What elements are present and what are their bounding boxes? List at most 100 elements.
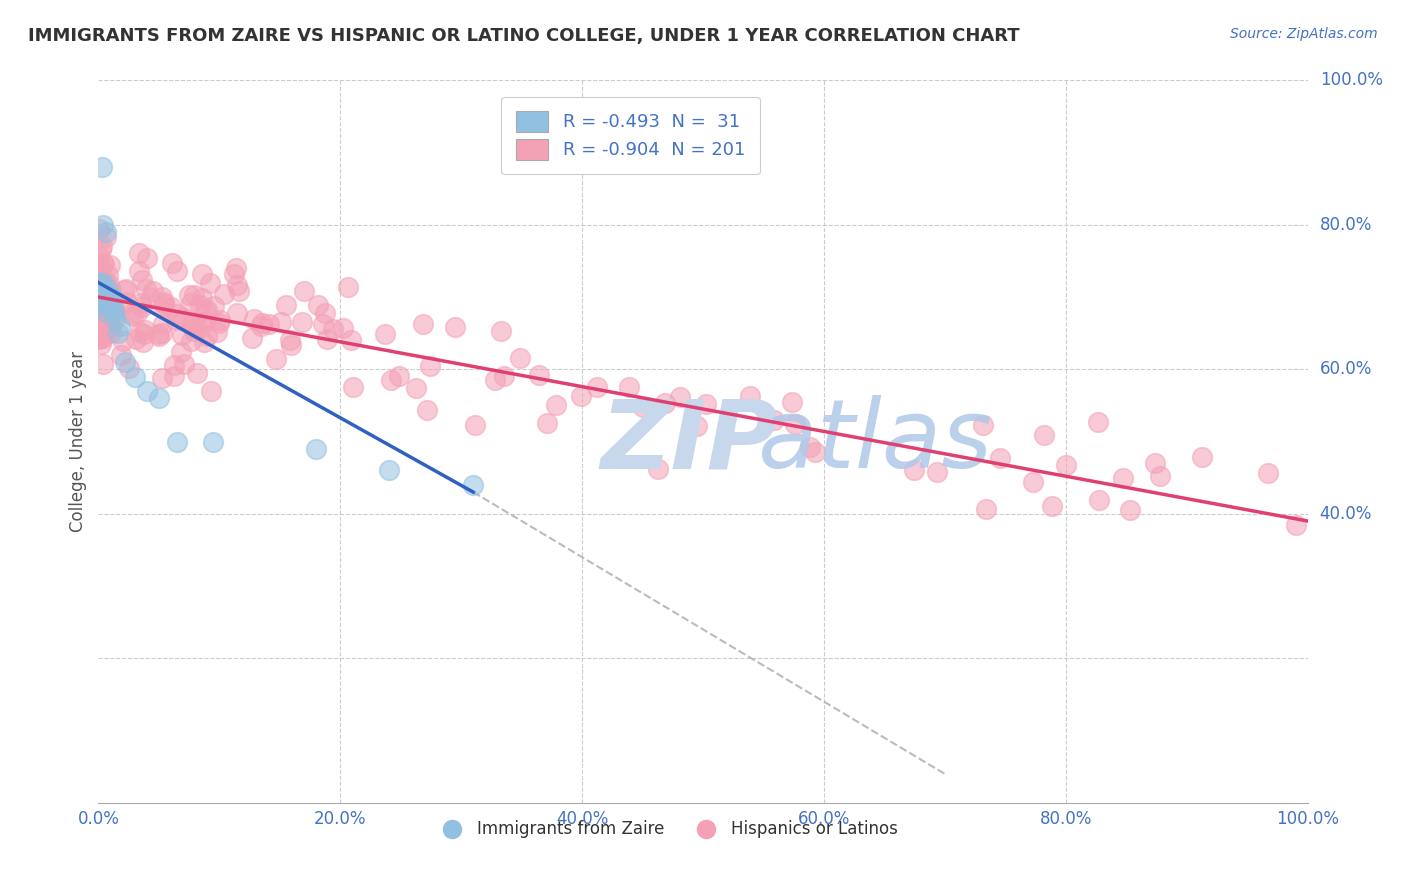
Point (1257, 467, 1279, 481)
Point (172, 311, 194, 326)
Point (135, 384, 157, 398)
Point (96, 230, 118, 244)
Point (134, 323, 156, 337)
Point (307, 298, 329, 312)
Point (134, 326, 156, 341)
Point (1087, 415, 1109, 429)
Point (1088, 492, 1111, 507)
Point (90, 331, 112, 345)
Point (91, 357, 114, 371)
Point (107, 326, 129, 340)
Point (152, 301, 174, 315)
Point (228, 284, 250, 298)
Point (94, 275, 117, 289)
Point (97, 268, 120, 283)
Point (193, 335, 215, 350)
Point (1022, 475, 1045, 490)
Point (544, 397, 567, 411)
Point (94, 290, 117, 304)
Point (484, 373, 506, 387)
Point (1284, 517, 1306, 532)
Point (166, 307, 188, 321)
Point (278, 333, 301, 347)
Point (173, 357, 195, 371)
Point (93, 310, 115, 325)
Point (509, 351, 531, 366)
Point (100, 320, 122, 334)
Point (489, 324, 512, 338)
Text: 40.0%: 40.0% (1320, 505, 1372, 523)
Point (225, 261, 247, 276)
Point (165, 313, 187, 327)
Point (799, 440, 821, 454)
Point (105, 307, 128, 321)
Point (135, 282, 157, 296)
Point (172, 328, 194, 343)
Point (89, 272, 111, 286)
Point (180, 334, 202, 348)
Point (131, 301, 153, 315)
Point (98, 322, 121, 336)
Point (100, 318, 122, 333)
Point (118, 360, 141, 375)
Point (87, 332, 110, 346)
Point (494, 369, 516, 384)
Point (93, 290, 115, 304)
Point (337, 279, 360, 293)
Point (90, 308, 112, 322)
Point (972, 418, 994, 433)
Point (141, 291, 163, 305)
Point (91, 311, 114, 326)
Text: IMMIGRANTS FROM ZAIRE VS HISPANIC OR LATINO COLLEGE, UNDER 1 YEAR CORRELATION CH: IMMIGRANTS FROM ZAIRE VS HISPANIC OR LAT… (28, 27, 1019, 45)
Point (152, 317, 174, 331)
Point (1191, 450, 1213, 464)
Point (163, 369, 186, 384)
Text: 100.0%: 100.0% (1320, 71, 1382, 89)
Point (108, 318, 131, 333)
Point (183, 287, 205, 301)
Point (405, 380, 427, 394)
Point (89, 313, 111, 327)
Point (200, 384, 222, 399)
Point (339, 333, 361, 347)
Point (1054, 458, 1077, 472)
Point (412, 317, 434, 331)
Point (243, 312, 266, 326)
Point (194, 315, 217, 329)
Point (91, 276, 114, 290)
Point (93, 277, 115, 292)
Point (305, 442, 328, 456)
Point (91, 290, 114, 304)
Point (1119, 503, 1142, 517)
Point (264, 352, 287, 367)
Point (181, 318, 204, 333)
Point (103, 301, 125, 315)
Point (96, 286, 118, 301)
Point (925, 465, 948, 479)
Point (150, 326, 173, 341)
Point (208, 316, 231, 330)
Legend: Immigrants from Zaire, Hispanics or Latinos: Immigrants from Zaire, Hispanics or Lati… (429, 814, 904, 845)
Point (187, 322, 209, 336)
Y-axis label: College, Under 1 year: College, Under 1 year (69, 351, 87, 533)
Point (131, 273, 153, 287)
Text: 80.0%: 80.0% (1320, 216, 1372, 234)
Point (803, 444, 825, 458)
Point (111, 334, 134, 349)
Point (93, 293, 115, 307)
Point (148, 326, 170, 341)
Point (101, 304, 124, 318)
Point (91, 239, 114, 253)
Point (205, 325, 228, 339)
Point (91, 276, 114, 290)
Point (115, 294, 138, 309)
Point (166, 264, 188, 278)
Point (90, 243, 112, 257)
Point (128, 246, 150, 260)
Point (202, 434, 225, 449)
Point (148, 391, 170, 405)
Point (585, 380, 607, 394)
Point (202, 299, 225, 313)
Point (96, 307, 118, 321)
Point (90, 337, 112, 351)
